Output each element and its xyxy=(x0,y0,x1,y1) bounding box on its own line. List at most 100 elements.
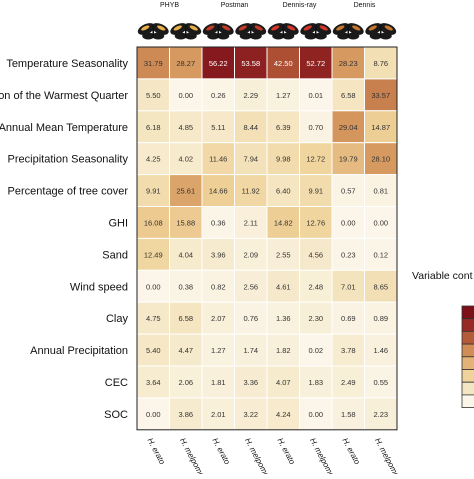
cell-value-label: 19.79 xyxy=(339,155,358,164)
heatmap-cell xyxy=(201,78,235,112)
heatmap-cell xyxy=(266,78,300,112)
cell-value-label: 14.87 xyxy=(371,123,390,132)
column-label: H. melpomene xyxy=(243,437,276,474)
heatmap-cell xyxy=(201,206,235,239)
cell-value-label: 0.00 xyxy=(308,410,323,419)
cell-value-label: 2.09 xyxy=(243,250,258,259)
cell-value-label: 8.76 xyxy=(373,59,388,68)
cell-value-label: 6.58 xyxy=(341,91,356,100)
row-label: Wind speed xyxy=(70,281,128,293)
row-label: GHI xyxy=(108,217,128,229)
column-labels: H. erato H. melpomene H. erato H. melpomene… xyxy=(145,437,405,479)
butterfly-icon xyxy=(300,23,332,40)
cell-value-label: 8.65 xyxy=(373,282,388,291)
cell-value-label: 12.49 xyxy=(144,250,163,259)
cell-value-label: 28.10 xyxy=(371,155,390,164)
heatmap-cell xyxy=(364,365,398,399)
heatmap-cell xyxy=(266,206,300,239)
cell-value-label: 1.74 xyxy=(243,346,258,355)
heatmap-cell xyxy=(201,365,235,399)
heatmap-cells: 31.79 28.27 56.22 53.58 42.50 52.72 28.23 8.76 5… xyxy=(136,46,398,431)
cell-value-label: 2.30 xyxy=(308,314,323,323)
butterfly-illustrations xyxy=(137,23,397,40)
heatmap-cell xyxy=(266,237,300,271)
row-label: SOC xyxy=(104,409,128,421)
column-label: H. melpomene xyxy=(308,437,341,474)
heatmap-cell xyxy=(136,333,170,367)
heatmap-cell xyxy=(201,269,235,303)
cell-value-label: 11.46 xyxy=(209,155,227,164)
heatmap-cell xyxy=(201,237,235,271)
row-label: Sand xyxy=(102,249,128,261)
heatmap-cell xyxy=(364,237,398,271)
cell-value-label: 0.26 xyxy=(211,91,226,100)
cell-value-label: 14.82 xyxy=(274,218,293,227)
heatmap-cell xyxy=(331,78,365,112)
butterfly-icon xyxy=(267,23,299,40)
butterfly-icon xyxy=(365,23,397,40)
cell-value-label: 1.81 xyxy=(211,378,226,387)
heatmap-cell xyxy=(364,174,398,208)
cell-value-label: 9.98 xyxy=(276,155,291,164)
cell-value-label: 2.49 xyxy=(341,378,356,387)
butterfly-icon xyxy=(170,23,202,40)
cell-value-label: 4.47 xyxy=(178,346,193,355)
heatmap-cell xyxy=(136,269,170,303)
cell-value-label: 5.11 xyxy=(211,123,225,132)
cell-value-label: 28.23 xyxy=(339,59,358,68)
column-label: H. melpomene xyxy=(178,437,211,474)
cell-value-label: 2.23 xyxy=(373,410,388,419)
cell-value-label: 0.82 xyxy=(211,282,226,291)
group-labels: PHYB Postman Dennis-ray Dennis xyxy=(160,2,376,9)
cell-value-label: 6.40 xyxy=(276,187,291,196)
cell-value-label: 0.00 xyxy=(146,282,161,291)
butterfly-icon xyxy=(332,23,364,40)
cell-value-label: 3.64 xyxy=(146,378,161,387)
cell-value-label: 14.66 xyxy=(209,187,228,196)
heatmap-cell xyxy=(299,365,333,399)
cell-value-label: 2.56 xyxy=(243,282,258,291)
cell-value-label: 8.44 xyxy=(243,123,258,132)
heatmap-cell xyxy=(266,269,300,303)
cell-value-label: 4.04 xyxy=(178,250,193,259)
cell-value-label: 1.36 xyxy=(276,314,291,323)
row-label: Clay xyxy=(106,313,129,325)
cell-value-label: 0.01 xyxy=(308,91,323,100)
heatmap-cell xyxy=(299,269,333,303)
cell-value-label: 0.12 xyxy=(373,250,388,259)
cell-value-label: 7.01 xyxy=(341,282,356,291)
group-label: Postman xyxy=(221,2,249,9)
cell-value-label: 0.00 xyxy=(341,218,356,227)
column-label: H. erato xyxy=(210,437,232,467)
cell-value-label: 0.36 xyxy=(211,218,226,227)
cell-value-label: 25.61 xyxy=(176,187,195,196)
legend-swatch xyxy=(461,394,474,408)
cell-value-label: 12.72 xyxy=(306,155,325,164)
heatmap-cell xyxy=(169,142,203,176)
cell-value-label: 0.70 xyxy=(308,123,323,132)
cell-value-label: 12.76 xyxy=(306,218,325,227)
row-label: Temperature Seasonality xyxy=(6,58,128,70)
legend-swatch xyxy=(461,330,474,345)
legend-swatch xyxy=(461,318,474,332)
cell-value-label: 0.89 xyxy=(373,314,388,323)
cell-value-label: 4.07 xyxy=(276,378,291,387)
butterfly-icon xyxy=(137,23,169,40)
cell-value-label: 0.00 xyxy=(373,218,388,227)
cell-value-label: 3.86 xyxy=(178,410,193,419)
cell-value-label: 0.00 xyxy=(146,410,161,419)
cell-value-label: 0.81 xyxy=(373,187,388,196)
row-label: on of the Warmest Quarter xyxy=(0,90,128,102)
row-labels: Temperature Seasonality on of the Warmest… xyxy=(0,58,128,421)
heatmap-cell xyxy=(169,174,203,208)
column-label: H. erato xyxy=(340,437,362,467)
cell-value-label: 0.69 xyxy=(341,314,356,323)
cell-value-label: 7.94 xyxy=(243,155,258,164)
cell-value-label: 0.00 xyxy=(178,91,193,100)
heatmap-cell xyxy=(234,46,268,80)
cell-value-label: 2.55 xyxy=(276,250,291,259)
cell-value-label: 0.23 xyxy=(341,250,356,259)
heatmap-cell xyxy=(201,46,235,80)
